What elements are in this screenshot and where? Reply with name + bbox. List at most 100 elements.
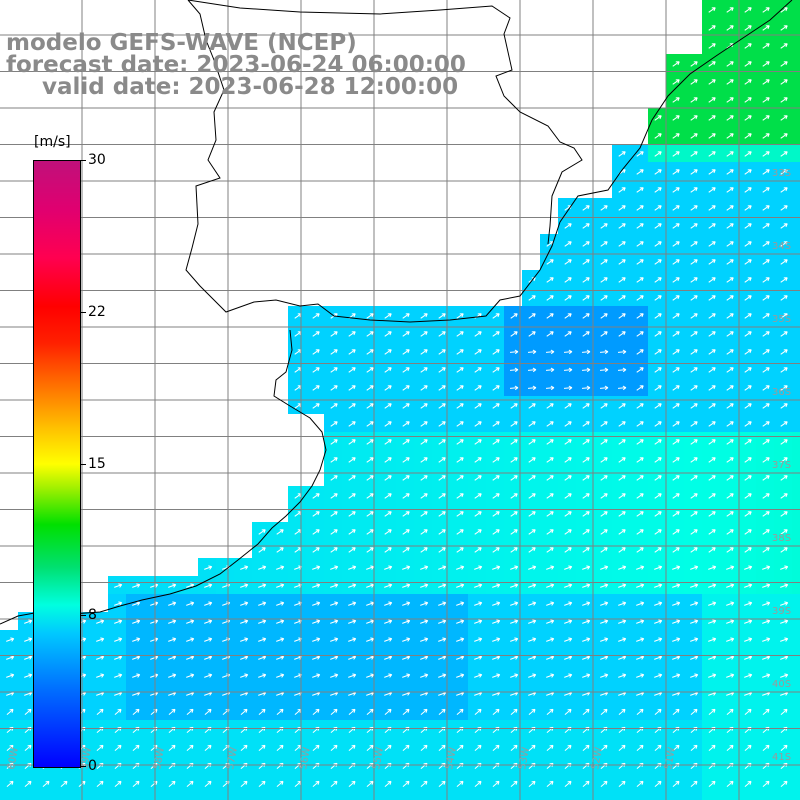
speed-cell (702, 252, 720, 270)
wind-arrow (96, 673, 105, 678)
speed-cell (252, 630, 270, 648)
wind-arrow (726, 259, 734, 265)
wind-arrow (762, 457, 770, 463)
wind-arrow (492, 457, 500, 463)
wind-arrow (528, 493, 536, 499)
speed-cell (702, 468, 720, 486)
speed-cell (342, 414, 360, 432)
wind-arrow (636, 601, 645, 606)
lon-label: 54W (444, 746, 459, 770)
speed-cell (738, 360, 756, 378)
speed-cell (630, 414, 648, 432)
wind-arrow (312, 511, 320, 517)
speed-cell (792, 486, 800, 504)
speed-cell (738, 0, 756, 18)
speed-cell (720, 180, 738, 198)
speed-cell (288, 594, 306, 612)
speed-cell (684, 504, 702, 522)
wind-arrow (726, 295, 734, 301)
wind-arrow (528, 313, 536, 319)
speed-cell (684, 288, 702, 306)
speed-cell (126, 684, 144, 702)
wind-arrow (366, 655, 375, 660)
wind-arrow (744, 313, 752, 319)
wind-arrow (402, 349, 410, 355)
wind-arrow (726, 97, 734, 103)
wind-arrow (546, 493, 554, 499)
speed-cell (702, 144, 720, 162)
wind-arrow (546, 601, 555, 606)
speed-cell (342, 738, 360, 756)
wind-arrow (690, 151, 698, 157)
wind-arrow (654, 619, 663, 624)
speed-cell (684, 684, 702, 702)
speed-cell (108, 576, 126, 594)
speed-cell (306, 594, 324, 612)
speed-cell (702, 396, 720, 414)
wind-arrow (618, 565, 627, 570)
wind-arrow (348, 331, 356, 337)
speed-cell (720, 270, 738, 288)
wind-arrow (600, 583, 609, 588)
wind-arrow (744, 43, 752, 49)
speed-cell (360, 702, 378, 720)
wind-arrow (600, 744, 608, 751)
speed-cell (522, 774, 540, 792)
speed-cell (234, 576, 252, 594)
wind-arrow (132, 655, 141, 660)
wind-arrow (420, 475, 428, 481)
speed-cell (144, 630, 162, 648)
wind-arrow (330, 673, 339, 678)
speed-cell (360, 666, 378, 684)
speed-cell (648, 576, 666, 594)
wind-arrow (258, 673, 267, 678)
wind-arrow (510, 708, 518, 715)
speed-cell (576, 666, 594, 684)
wind-arrow (366, 313, 374, 319)
speed-cell (414, 432, 432, 450)
wind-arrow (582, 421, 590, 427)
speed-cell (666, 72, 684, 90)
wind-arrow (168, 637, 177, 642)
speed-cell (666, 738, 684, 756)
speed-cell (738, 612, 756, 630)
wind-arrow (6, 780, 14, 787)
speed-cell (756, 54, 774, 72)
speed-cell (522, 522, 540, 540)
speed-cell (270, 792, 288, 800)
lon-label: 52W (590, 746, 605, 770)
speed-cell (468, 360, 486, 378)
wind-arrow (240, 673, 249, 678)
wind-arrow (240, 637, 249, 642)
speed-cell (396, 630, 414, 648)
speed-cell (702, 684, 720, 702)
wind-arrow (312, 601, 321, 606)
wind-arrow (618, 187, 626, 193)
speed-cell (792, 54, 800, 72)
speed-cell (792, 126, 800, 144)
speed-cell (594, 702, 612, 720)
speed-cell (648, 684, 666, 702)
wind-arrow (492, 367, 500, 373)
speed-cell (540, 270, 558, 288)
speed-cell (216, 792, 234, 800)
lon-label: 53W (517, 746, 532, 770)
speed-cell (360, 414, 378, 432)
speed-cell (234, 792, 252, 800)
speed-cell (774, 684, 792, 702)
speed-cell (324, 648, 342, 666)
wind-arrow (527, 367, 537, 373)
speed-cell (612, 576, 630, 594)
wind-arrow (672, 241, 680, 247)
wind-arrow (312, 673, 321, 678)
speed-cell (576, 468, 594, 486)
speed-cell (684, 576, 702, 594)
speed-cell (378, 684, 396, 702)
speed-cell (684, 540, 702, 558)
speed-cell (342, 324, 360, 342)
wind-arrow (654, 115, 662, 121)
wind-arrow (546, 673, 555, 678)
speed-cell (558, 522, 576, 540)
wind-arrow (600, 511, 608, 517)
